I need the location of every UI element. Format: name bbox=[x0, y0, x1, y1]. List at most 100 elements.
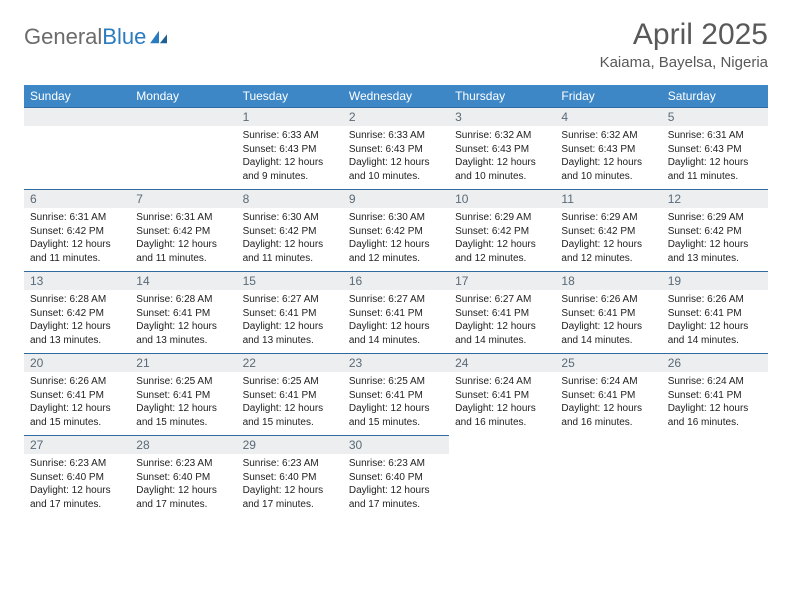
day-number: 10 bbox=[449, 189, 555, 208]
weekday-header: Saturday bbox=[662, 85, 768, 107]
calendar-cell: 4Sunrise: 6:32 AMSunset: 6:43 PMDaylight… bbox=[555, 107, 661, 189]
day-number: 27 bbox=[24, 435, 130, 454]
weekday-header: Sunday bbox=[24, 85, 130, 107]
weekday-header: Friday bbox=[555, 85, 661, 107]
calendar-cell: 24Sunrise: 6:24 AMSunset: 6:41 PMDayligh… bbox=[449, 353, 555, 435]
logo-text-2: Blue bbox=[102, 24, 146, 49]
calendar-cell: 13Sunrise: 6:28 AMSunset: 6:42 PMDayligh… bbox=[24, 271, 130, 353]
day-body: Sunrise: 6:24 AMSunset: 6:41 PMDaylight:… bbox=[662, 372, 768, 435]
page-title: April 2025 bbox=[600, 18, 768, 52]
day-body: Sunrise: 6:33 AMSunset: 6:43 PMDaylight:… bbox=[343, 126, 449, 189]
calendar-cell: 15Sunrise: 6:27 AMSunset: 6:41 PMDayligh… bbox=[237, 271, 343, 353]
calendar-cell: 2Sunrise: 6:33 AMSunset: 6:43 PMDaylight… bbox=[343, 107, 449, 189]
calendar-cell: 7Sunrise: 6:31 AMSunset: 6:42 PMDaylight… bbox=[130, 189, 236, 271]
day-body: Sunrise: 6:24 AMSunset: 6:41 PMDaylight:… bbox=[555, 372, 661, 435]
day-body: Sunrise: 6:31 AMSunset: 6:42 PMDaylight:… bbox=[24, 208, 130, 271]
day-number: 29 bbox=[237, 435, 343, 454]
day-body: Sunrise: 6:30 AMSunset: 6:42 PMDaylight:… bbox=[343, 208, 449, 271]
calendar-cell: 8Sunrise: 6:30 AMSunset: 6:42 PMDaylight… bbox=[237, 189, 343, 271]
day-body: Sunrise: 6:29 AMSunset: 6:42 PMDaylight:… bbox=[449, 208, 555, 271]
calendar-cell: 26Sunrise: 6:24 AMSunset: 6:41 PMDayligh… bbox=[662, 353, 768, 435]
calendar-cell: 18Sunrise: 6:26 AMSunset: 6:41 PMDayligh… bbox=[555, 271, 661, 353]
day-body: Sunrise: 6:32 AMSunset: 6:43 PMDaylight:… bbox=[449, 126, 555, 189]
calendar-row: 13Sunrise: 6:28 AMSunset: 6:42 PMDayligh… bbox=[24, 271, 768, 353]
calendar-cell: 17Sunrise: 6:27 AMSunset: 6:41 PMDayligh… bbox=[449, 271, 555, 353]
day-number: 22 bbox=[237, 353, 343, 372]
day-body: Sunrise: 6:25 AMSunset: 6:41 PMDaylight:… bbox=[343, 372, 449, 435]
calendar-cell: 6Sunrise: 6:31 AMSunset: 6:42 PMDaylight… bbox=[24, 189, 130, 271]
calendar-cell bbox=[130, 107, 236, 189]
day-body: Sunrise: 6:32 AMSunset: 6:43 PMDaylight:… bbox=[555, 126, 661, 189]
calendar-cell bbox=[449, 435, 555, 517]
day-number: 15 bbox=[237, 271, 343, 290]
calendar-row: 20Sunrise: 6:26 AMSunset: 6:41 PMDayligh… bbox=[24, 353, 768, 435]
logo: GeneralBlue bbox=[24, 18, 170, 50]
title-block: April 2025 Kaiama, Bayelsa, Nigeria bbox=[600, 18, 768, 71]
day-body: Sunrise: 6:26 AMSunset: 6:41 PMDaylight:… bbox=[24, 372, 130, 435]
day-body: Sunrise: 6:27 AMSunset: 6:41 PMDaylight:… bbox=[449, 290, 555, 353]
day-body: Sunrise: 6:31 AMSunset: 6:42 PMDaylight:… bbox=[130, 208, 236, 271]
sail-icon bbox=[148, 29, 170, 45]
day-number bbox=[130, 107, 236, 126]
day-number: 28 bbox=[130, 435, 236, 454]
day-number: 7 bbox=[130, 189, 236, 208]
calendar-table: SundayMondayTuesdayWednesdayThursdayFrid… bbox=[24, 85, 768, 517]
weekday-header: Tuesday bbox=[237, 85, 343, 107]
day-number: 21 bbox=[130, 353, 236, 372]
day-body: Sunrise: 6:30 AMSunset: 6:42 PMDaylight:… bbox=[237, 208, 343, 271]
day-number: 8 bbox=[237, 189, 343, 208]
day-body: Sunrise: 6:26 AMSunset: 6:41 PMDaylight:… bbox=[662, 290, 768, 353]
day-body: Sunrise: 6:23 AMSunset: 6:40 PMDaylight:… bbox=[130, 454, 236, 517]
day-body: Sunrise: 6:27 AMSunset: 6:41 PMDaylight:… bbox=[343, 290, 449, 353]
calendar-cell: 12Sunrise: 6:29 AMSunset: 6:42 PMDayligh… bbox=[662, 189, 768, 271]
calendar-cell: 14Sunrise: 6:28 AMSunset: 6:41 PMDayligh… bbox=[130, 271, 236, 353]
day-body: Sunrise: 6:29 AMSunset: 6:42 PMDaylight:… bbox=[662, 208, 768, 271]
calendar-cell: 5Sunrise: 6:31 AMSunset: 6:43 PMDaylight… bbox=[662, 107, 768, 189]
day-number: 3 bbox=[449, 107, 555, 126]
day-number: 5 bbox=[662, 107, 768, 126]
calendar-cell: 16Sunrise: 6:27 AMSunset: 6:41 PMDayligh… bbox=[343, 271, 449, 353]
calendar-cell: 19Sunrise: 6:26 AMSunset: 6:41 PMDayligh… bbox=[662, 271, 768, 353]
calendar-cell: 27Sunrise: 6:23 AMSunset: 6:40 PMDayligh… bbox=[24, 435, 130, 517]
day-number: 1 bbox=[237, 107, 343, 126]
header: GeneralBlue April 2025 Kaiama, Bayelsa, … bbox=[24, 18, 768, 71]
day-body: Sunrise: 6:31 AMSunset: 6:43 PMDaylight:… bbox=[662, 126, 768, 189]
calendar-cell: 20Sunrise: 6:26 AMSunset: 6:41 PMDayligh… bbox=[24, 353, 130, 435]
day-number: 9 bbox=[343, 189, 449, 208]
day-body: Sunrise: 6:27 AMSunset: 6:41 PMDaylight:… bbox=[237, 290, 343, 353]
calendar-row: 1Sunrise: 6:33 AMSunset: 6:43 PMDaylight… bbox=[24, 107, 768, 189]
day-body: Sunrise: 6:28 AMSunset: 6:41 PMDaylight:… bbox=[130, 290, 236, 353]
day-body: Sunrise: 6:25 AMSunset: 6:41 PMDaylight:… bbox=[237, 372, 343, 435]
day-number: 24 bbox=[449, 353, 555, 372]
calendar-cell: 10Sunrise: 6:29 AMSunset: 6:42 PMDayligh… bbox=[449, 189, 555, 271]
day-body: Sunrise: 6:23 AMSunset: 6:40 PMDaylight:… bbox=[24, 454, 130, 517]
day-body: Sunrise: 6:25 AMSunset: 6:41 PMDaylight:… bbox=[130, 372, 236, 435]
day-number: 4 bbox=[555, 107, 661, 126]
day-body: Sunrise: 6:24 AMSunset: 6:41 PMDaylight:… bbox=[449, 372, 555, 435]
calendar-header-row: SundayMondayTuesdayWednesdayThursdayFrid… bbox=[24, 85, 768, 107]
day-number: 6 bbox=[24, 189, 130, 208]
logo-text-1: General bbox=[24, 24, 102, 49]
day-number: 14 bbox=[130, 271, 236, 290]
calendar-cell: 23Sunrise: 6:25 AMSunset: 6:41 PMDayligh… bbox=[343, 353, 449, 435]
day-number: 25 bbox=[555, 353, 661, 372]
calendar-cell: 3Sunrise: 6:32 AMSunset: 6:43 PMDaylight… bbox=[449, 107, 555, 189]
day-number bbox=[24, 107, 130, 126]
calendar-cell bbox=[662, 435, 768, 517]
day-number: 19 bbox=[662, 271, 768, 290]
calendar-cell: 9Sunrise: 6:30 AMSunset: 6:42 PMDaylight… bbox=[343, 189, 449, 271]
weekday-header: Wednesday bbox=[343, 85, 449, 107]
calendar-cell: 29Sunrise: 6:23 AMSunset: 6:40 PMDayligh… bbox=[237, 435, 343, 517]
day-body: Sunrise: 6:33 AMSunset: 6:43 PMDaylight:… bbox=[237, 126, 343, 189]
calendar-cell bbox=[24, 107, 130, 189]
day-number: 26 bbox=[662, 353, 768, 372]
day-body: Sunrise: 6:23 AMSunset: 6:40 PMDaylight:… bbox=[343, 454, 449, 517]
calendar-row: 6Sunrise: 6:31 AMSunset: 6:42 PMDaylight… bbox=[24, 189, 768, 271]
day-body: Sunrise: 6:26 AMSunset: 6:41 PMDaylight:… bbox=[555, 290, 661, 353]
day-number: 30 bbox=[343, 435, 449, 454]
calendar-cell: 28Sunrise: 6:23 AMSunset: 6:40 PMDayligh… bbox=[130, 435, 236, 517]
calendar-cell: 30Sunrise: 6:23 AMSunset: 6:40 PMDayligh… bbox=[343, 435, 449, 517]
day-number: 17 bbox=[449, 271, 555, 290]
logo-text: GeneralBlue bbox=[24, 24, 146, 50]
day-body: Sunrise: 6:29 AMSunset: 6:42 PMDaylight:… bbox=[555, 208, 661, 271]
